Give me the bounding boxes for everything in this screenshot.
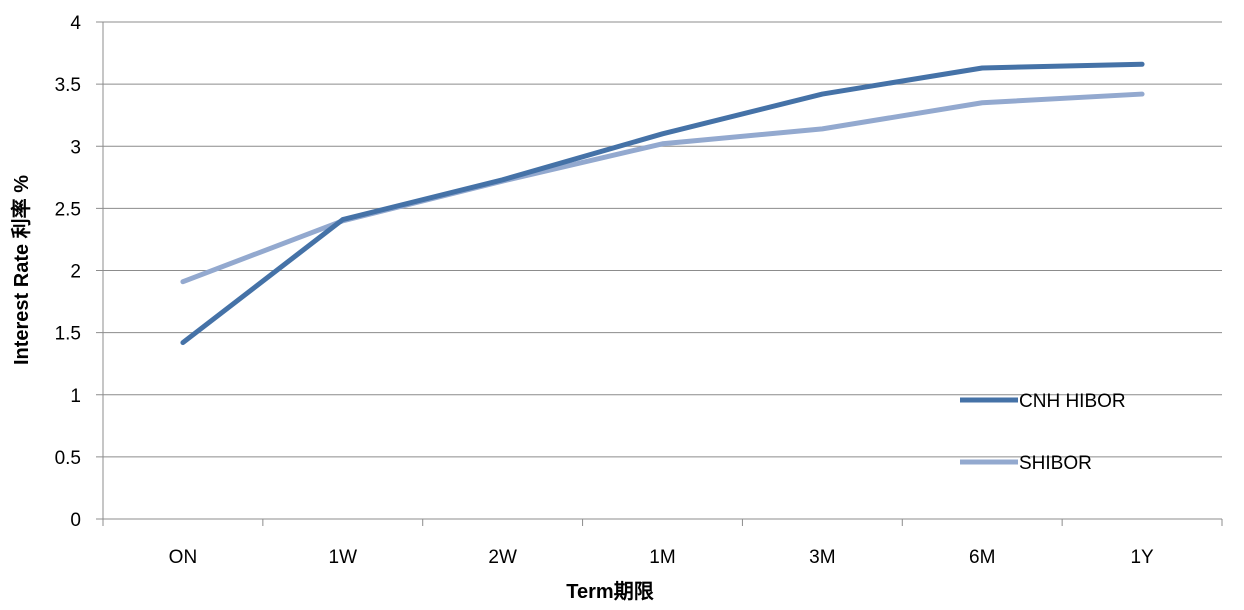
x-tick-label: 1Y: [1130, 547, 1154, 568]
y-tick-label: 4: [70, 13, 81, 34]
x-tick-label: 6M: [969, 547, 995, 568]
axes: [96, 21, 1223, 526]
y-tick-label: 3: [70, 137, 81, 158]
x-axis-title: Term期限: [566, 580, 653, 603]
y-axis-title: Interest Rate 利率 %: [9, 175, 33, 365]
series-line-cnh-hibor: [180, 61, 1145, 346]
y-tick-labels: 0 0.5 1 1.5 2 2.5 3 3.5 4: [55, 13, 82, 531]
y-tick-label: 3.5: [55, 75, 81, 96]
y-tick-label: 1.5: [55, 324, 81, 345]
x-tick-label: ON: [169, 547, 198, 568]
legend-label-cnh-hibor: CNH HIBOR: [1019, 391, 1126, 412]
series-lines: [180, 61, 1145, 346]
x-tick-label: 3M: [809, 547, 835, 568]
x-tick-label: 1W: [329, 547, 358, 568]
y-tick-label: 2: [70, 262, 81, 283]
y-tick-label: 1: [70, 386, 81, 407]
x-tick-label: 2W: [488, 547, 517, 568]
x-tick-label: 1M: [649, 547, 675, 568]
legend-label-shibor: SHIBOR: [1019, 453, 1092, 474]
legend: CNH HIBOR SHIBOR: [960, 391, 1126, 474]
y-tick-label: 2.5: [55, 199, 81, 220]
y-tick-label: 0.5: [55, 448, 81, 469]
y-tick-label: 0: [70, 510, 81, 531]
series-line-shibor: [180, 91, 1145, 285]
x-tick-labels: ON 1W 2W 1M 3M 6M 1Y: [169, 547, 1154, 568]
